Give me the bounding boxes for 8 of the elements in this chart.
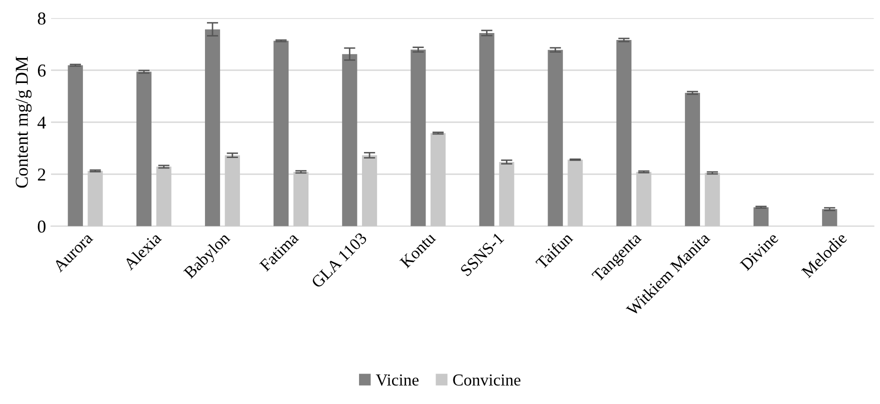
legend-label: Convicine — [453, 374, 520, 386]
y-tick-label: 4 — [38, 116, 46, 128]
y-tick-label: 2 — [38, 168, 46, 180]
legend-label: Vicine — [376, 374, 419, 386]
y-tick-label: 6 — [38, 64, 46, 77]
y-tick-label: 8 — [38, 12, 46, 25]
y-axis-title: Content mg/g DM — [16, 56, 32, 188]
y-tick-label: 0 — [38, 220, 46, 233]
